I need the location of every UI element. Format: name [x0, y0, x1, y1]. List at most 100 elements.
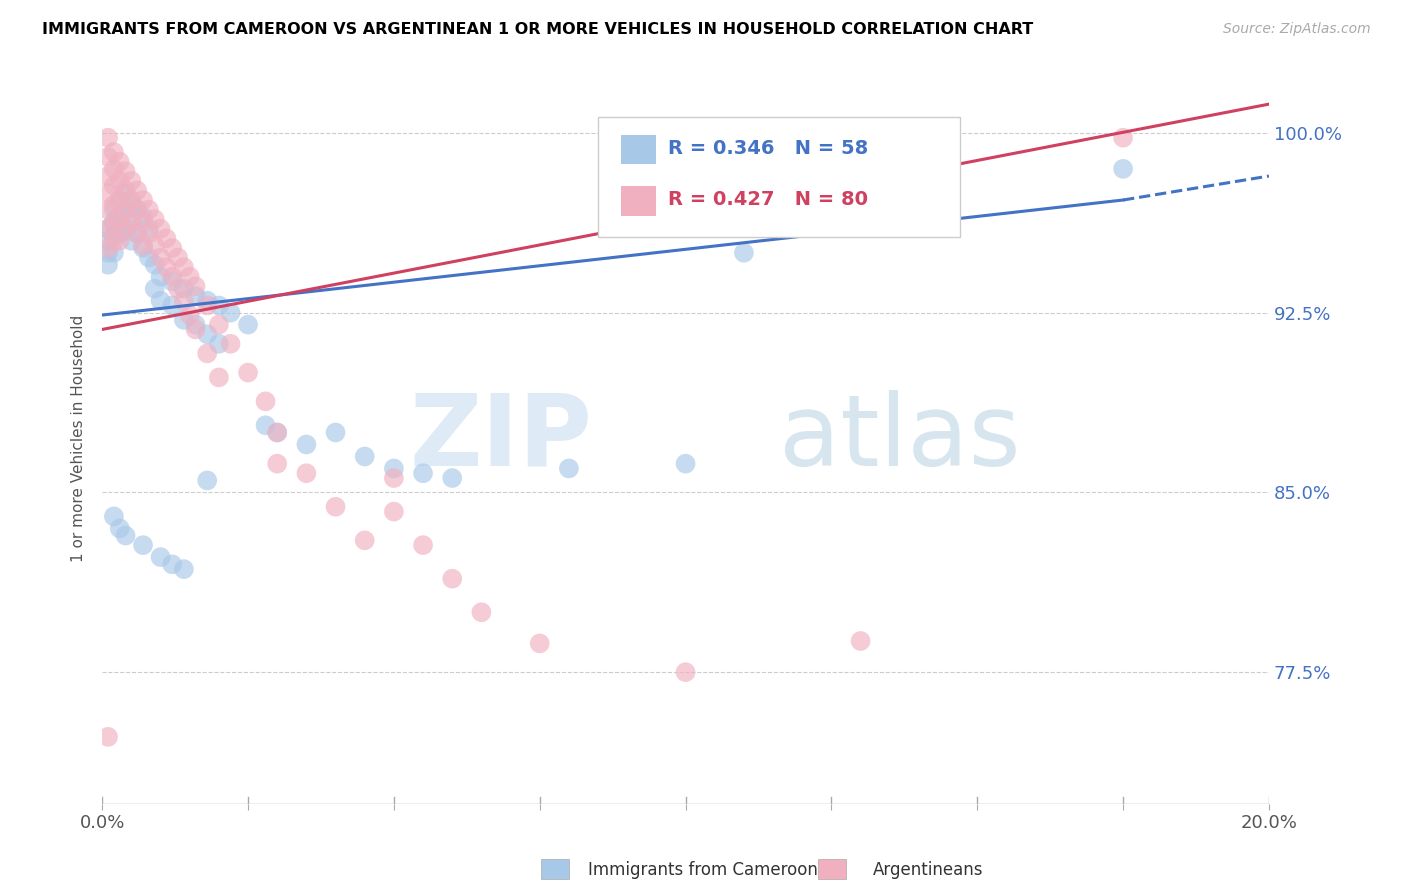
Point — [160, 269, 183, 284]
Point — [108, 193, 131, 207]
Point — [173, 260, 195, 274]
Point — [97, 221, 120, 235]
Point — [236, 318, 259, 332]
Point — [143, 212, 166, 227]
Point — [412, 467, 434, 481]
Point — [120, 174, 142, 188]
Point — [108, 521, 131, 535]
Point — [470, 605, 492, 619]
Text: ZIP: ZIP — [409, 390, 592, 487]
Point — [114, 183, 136, 197]
Point — [179, 308, 201, 322]
Point — [103, 178, 125, 193]
Point — [97, 730, 120, 744]
Point — [132, 241, 155, 255]
Point — [127, 183, 149, 197]
Point — [108, 154, 131, 169]
Point — [97, 245, 120, 260]
Point — [160, 298, 183, 312]
Point — [184, 289, 207, 303]
Point — [132, 214, 155, 228]
Point — [114, 164, 136, 178]
Point — [127, 227, 149, 241]
Point — [160, 558, 183, 572]
Point — [114, 202, 136, 217]
FancyBboxPatch shape — [621, 186, 657, 216]
Point — [120, 217, 142, 231]
Point — [382, 505, 405, 519]
Point — [143, 238, 166, 252]
Point — [254, 394, 277, 409]
Point — [441, 471, 464, 485]
Point — [138, 202, 160, 217]
Point — [108, 212, 131, 227]
Point — [558, 461, 581, 475]
Point — [266, 425, 288, 440]
Point — [108, 227, 131, 241]
Point — [114, 221, 136, 235]
Point — [155, 231, 177, 245]
Point — [173, 282, 195, 296]
Point — [103, 217, 125, 231]
Point — [412, 538, 434, 552]
Point — [103, 202, 125, 217]
Point — [173, 562, 195, 576]
Point — [325, 500, 347, 514]
FancyBboxPatch shape — [598, 117, 960, 237]
Point — [208, 318, 231, 332]
Point — [254, 418, 277, 433]
Point — [173, 293, 195, 308]
Point — [132, 210, 155, 224]
Point — [103, 509, 125, 524]
Point — [97, 130, 120, 145]
Point — [529, 636, 551, 650]
Point — [108, 234, 131, 248]
Point — [132, 538, 155, 552]
Point — [97, 258, 120, 272]
Point — [108, 193, 131, 207]
Point — [167, 282, 190, 296]
Point — [108, 210, 131, 224]
Point — [1112, 130, 1135, 145]
Text: IMMIGRANTS FROM CAMEROON VS ARGENTINEAN 1 OR MORE VEHICLES IN HOUSEHOLD CORRELAT: IMMIGRANTS FROM CAMEROON VS ARGENTINEAN … — [42, 22, 1033, 37]
Point — [103, 214, 125, 228]
Point — [733, 245, 755, 260]
Point — [167, 251, 190, 265]
Point — [382, 471, 405, 485]
Point — [103, 245, 125, 260]
Point — [325, 425, 347, 440]
Point — [120, 234, 142, 248]
Point — [97, 169, 120, 183]
Point — [127, 202, 149, 217]
Point — [97, 186, 120, 200]
Point — [173, 313, 195, 327]
Point — [195, 327, 218, 342]
Point — [184, 279, 207, 293]
Point — [353, 533, 375, 548]
Point — [149, 251, 172, 265]
Text: Source: ZipAtlas.com: Source: ZipAtlas.com — [1223, 22, 1371, 37]
Point — [184, 318, 207, 332]
Point — [143, 258, 166, 272]
Point — [114, 221, 136, 235]
Point — [132, 193, 155, 207]
FancyBboxPatch shape — [621, 135, 657, 164]
Point — [441, 572, 464, 586]
Point — [195, 474, 218, 488]
Point — [103, 234, 125, 248]
Point — [114, 186, 136, 200]
Point — [114, 202, 136, 217]
Text: R = 0.346   N = 58: R = 0.346 N = 58 — [668, 139, 869, 158]
Point — [103, 198, 125, 212]
Point — [103, 161, 125, 176]
Point — [138, 227, 160, 241]
Point — [295, 467, 318, 481]
Point — [382, 461, 405, 475]
Point — [849, 634, 872, 648]
Point — [208, 336, 231, 351]
Point — [120, 198, 142, 212]
Point — [143, 282, 166, 296]
Point — [208, 370, 231, 384]
Point — [675, 665, 697, 680]
Point — [160, 275, 183, 289]
